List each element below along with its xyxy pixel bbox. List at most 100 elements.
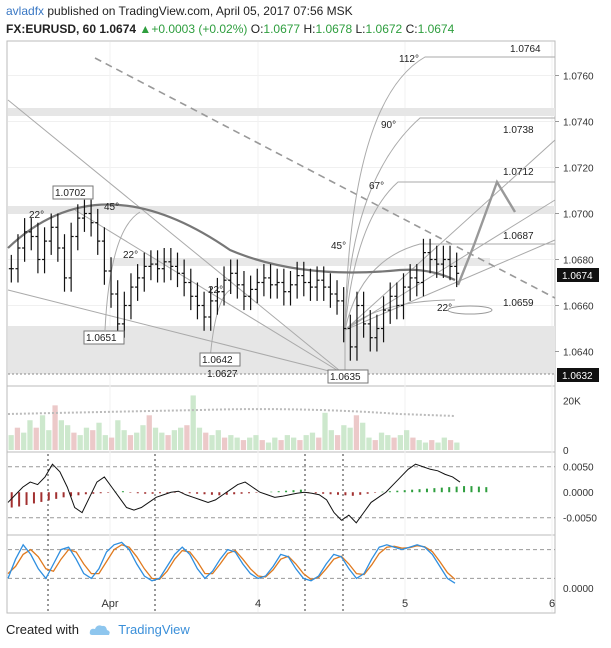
volume-bar: [240, 440, 247, 450]
macd-tick-label: -0.0050: [563, 514, 597, 525]
volume-bar: [21, 432, 27, 450]
volume-bar: [83, 427, 90, 450]
volume-bar: [297, 440, 303, 450]
stoch-k-line: [7, 541, 456, 584]
price-label: 1.0687: [503, 231, 534, 242]
fib-angle-label: 90°: [381, 120, 396, 131]
price-labels: 1.0764 1.0738 1.0712 1.0687 1.0659 1.0702 1.06…: [52, 44, 599, 384]
volume-bar: [366, 437, 372, 450]
symbol-line: FX:EURUSD, 60 1.0674 ▲+0.0003 (+0.02%) O…: [6, 22, 454, 36]
mid-zone: [110, 258, 490, 266]
volume-bar: [334, 435, 341, 450]
volume-bar: [372, 440, 378, 450]
high-value: 1.0678: [315, 22, 353, 36]
volume-bar: [146, 415, 152, 450]
volume-bar: [77, 435, 83, 450]
price-label: 1.0764: [510, 44, 541, 55]
volume-bar: [196, 427, 203, 450]
fib-angle-label: 45°: [104, 202, 119, 213]
change-value: +0.0003 (+0.02%): [151, 22, 248, 36]
volume-bar: [253, 435, 259, 450]
volume-bar: [309, 432, 316, 450]
trend-line-dashed: [94, 57, 556, 299]
last-price: 1.0674: [99, 22, 137, 36]
volume-bar: [228, 435, 234, 450]
volume-bar: [39, 415, 46, 450]
volume-bar: [291, 437, 297, 450]
volume-bar: [14, 427, 21, 450]
volume-bar: [347, 427, 353, 450]
stoch-tick-label: 0.0000: [563, 584, 594, 595]
volume-bar: [96, 422, 102, 450]
volume-bar: [190, 395, 196, 450]
volume-bar: [134, 432, 140, 450]
macd-tick-label: 0.0000: [563, 488, 594, 499]
trend-line: [7, 99, 346, 376]
volume-bar: [52, 405, 58, 450]
volume-bar: [303, 435, 309, 450]
volume-bar: [441, 437, 447, 450]
moving-average-line: [7, 203, 456, 281]
time-axis: Apr 4 5 6: [101, 598, 555, 610]
price-label: 1.0651: [86, 333, 117, 344]
volume-bar: [159, 432, 165, 450]
volume-bar: [328, 430, 334, 450]
volume-bar: [422, 442, 429, 450]
volume-bar: [404, 430, 410, 450]
volume-bar: [127, 435, 134, 450]
fib-arc: [104, 211, 141, 331]
tradingview-link[interactable]: TradingView: [118, 622, 190, 637]
target-ellipse: [447, 305, 493, 315]
symbol-name: FX:EURUSD, 60: [6, 22, 97, 36]
macd-line: [7, 463, 461, 524]
high-label: H:: [303, 22, 316, 36]
author-link[interactable]: avladfx: [6, 4, 45, 18]
volume-bar: [165, 435, 171, 450]
volume-bar: [429, 440, 435, 450]
price-label: 1.0635: [330, 372, 361, 383]
volume-bar: [353, 415, 360, 450]
volume-bar: [397, 435, 403, 450]
volume-bar: [447, 440, 454, 450]
volume-bar: [341, 425, 347, 450]
volume-bar: [454, 442, 460, 450]
volume-bar: [184, 425, 190, 450]
low-label: L:: [355, 22, 366, 36]
fib-angle-label: 22°: [29, 210, 44, 221]
volume-bar: [416, 440, 422, 450]
last-price-badge-text: 1.0674: [562, 271, 593, 282]
volume-bar: [152, 427, 159, 450]
change-up-icon: ▲: [139, 22, 152, 36]
price-label-box: [327, 369, 369, 384]
fib-arc: [344, 181, 555, 331]
volume-bar: [259, 440, 265, 450]
fib-angle-label: 22°: [123, 250, 138, 261]
price-axis: 1.0760 1.0740 1.0720 1.0700 1.0680 1.0660 1.06…: [555, 72, 597, 595]
support-badge: [557, 368, 599, 382]
chart-canvas[interactable]: 1.0764 1.0738 1.0712 1.0687 1.0659 1.0702 1.06…: [0, 0, 611, 620]
price-tick-label: 1.0680: [563, 256, 594, 267]
price-label-box: [52, 185, 94, 200]
time-tick-label: 6: [549, 598, 555, 610]
volume-bar: [221, 437, 228, 450]
fan-line: [344, 239, 556, 331]
trend-line: [74, 209, 346, 376]
fib-angle-label: 112°: [399, 54, 419, 65]
volume-bar: [102, 435, 108, 450]
volume-tick-label: 20K: [563, 396, 581, 407]
volume-bar: [27, 420, 33, 450]
volume-pane: [7, 395, 460, 450]
volume-bar: [215, 430, 221, 450]
price-tick-label: 1.0640: [563, 348, 594, 359]
tradingview-cloud-icon: [89, 625, 110, 635]
volume-bar: [33, 427, 39, 450]
price-label-box: [83, 330, 125, 345]
volume-bar: [140, 425, 146, 450]
fib-angle-label: 67°: [369, 181, 384, 192]
close-label: C:: [405, 22, 418, 36]
time-tick-label: 5: [402, 598, 408, 610]
resistance-zone: [8, 206, 555, 214]
fan-line: [344, 139, 556, 331]
fib-angle-label: 22°: [437, 303, 452, 314]
publish-line: avladfx published on TradingView.com, Ap…: [6, 4, 353, 18]
